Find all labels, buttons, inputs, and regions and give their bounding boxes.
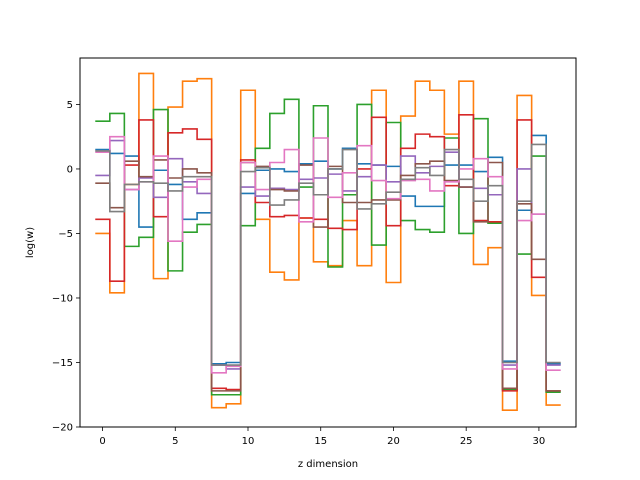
y-tick-label: −15 [52, 358, 73, 369]
x-tick-label: 30 [533, 436, 546, 447]
x-tick-label: 15 [314, 436, 327, 447]
x-tick-label: 25 [460, 436, 473, 447]
x-tick-label: 20 [387, 436, 400, 447]
x-tick-label: 5 [172, 436, 178, 447]
series-layer [95, 72, 561, 412]
x-tick-label: 10 [242, 436, 255, 447]
y-axis-label: log(w) [25, 227, 36, 258]
y-tick-label: 5 [67, 100, 73, 111]
y-tick-label: −10 [52, 293, 73, 304]
plot-frame [79, 57, 577, 428]
y-tick-label: 0 [67, 164, 73, 175]
y-axis-ticks: −20 −15 −10 −5 0 5 [52, 100, 80, 434]
series-line-2 [95, 98, 561, 396]
x-tick-label: 0 [99, 436, 105, 447]
x-axis-label: z dimension [298, 459, 358, 470]
series-line-6 [95, 135, 561, 374]
series-line-7 [95, 143, 561, 366]
x-axis-ticks: 0 5 10 15 20 25 30 [99, 427, 545, 447]
y-tick-label: −20 [52, 423, 73, 434]
series-line-0 [95, 134, 561, 365]
y-tick-label: −5 [58, 229, 73, 240]
